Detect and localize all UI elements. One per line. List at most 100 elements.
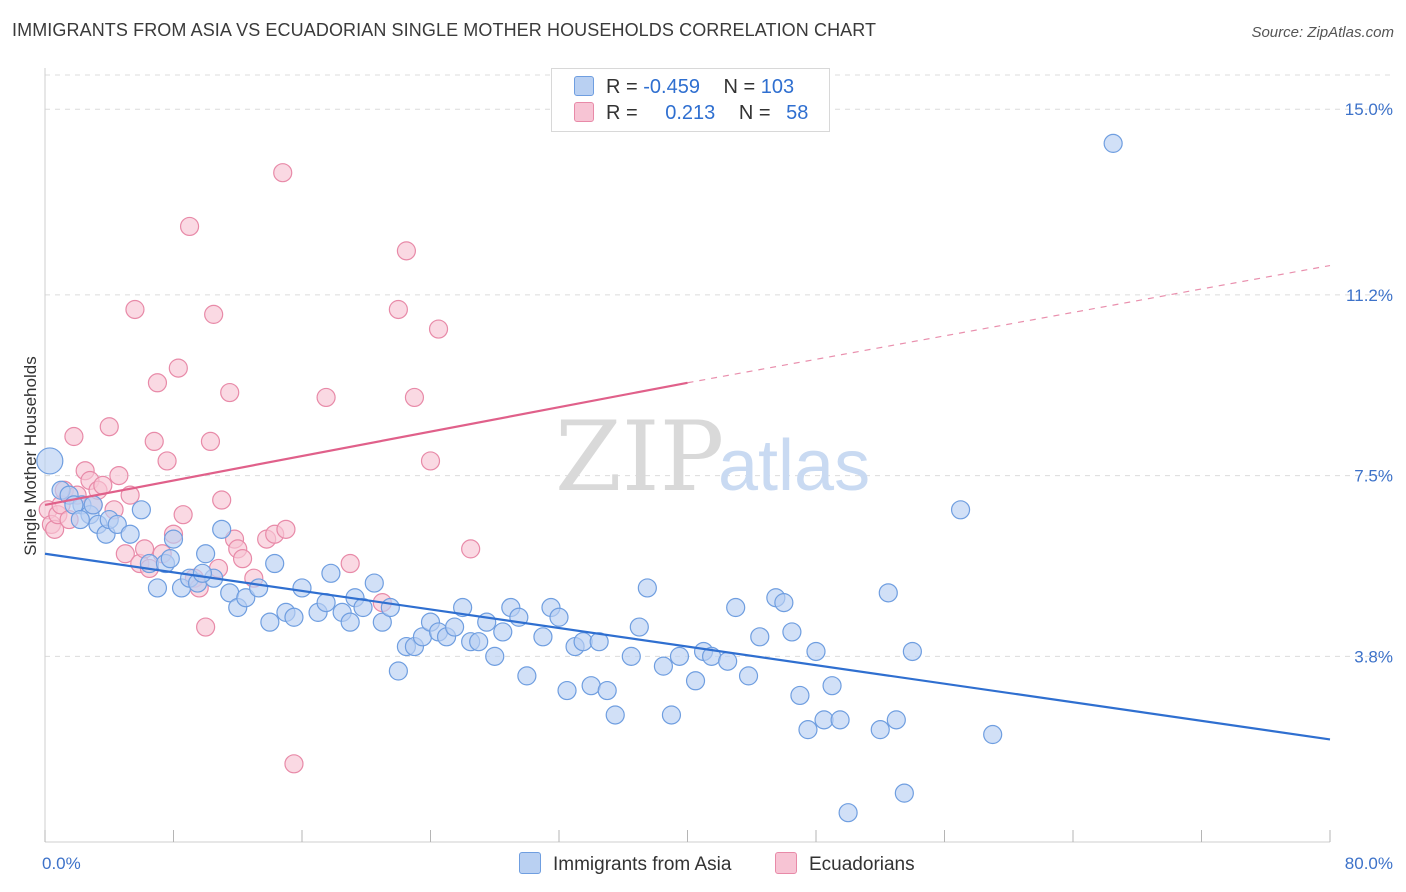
asia-point-57: [533, 627, 553, 647]
ecuadorians-point-55: [428, 319, 449, 339]
asia-point-100: [83, 495, 103, 515]
ecuadorians-point-54: [420, 451, 441, 471]
asia-point-32: [321, 563, 341, 583]
asia-point-68: [629, 617, 649, 637]
asia-point-65: [597, 680, 617, 701]
ecuadorians-point-56: [461, 539, 481, 559]
legend-n-value: 103: [760, 76, 795, 98]
legend-row-ecuadorians: R = 0.213 N = 58: [574, 102, 808, 126]
asia-point-40: [388, 661, 408, 681]
ecuadorians-point-41: [232, 549, 253, 569]
asia-point-48: [453, 597, 473, 618]
asia-point-14: [163, 529, 184, 549]
series-immigrants-from-asia: [36, 133, 1123, 823]
asia-point-23: [236, 588, 256, 608]
asia-point-29: [292, 578, 312, 598]
ecuadorians-point-37: [212, 490, 232, 510]
asia-point-79: [750, 627, 770, 647]
asia-point-10: [131, 500, 151, 520]
ecuadorians-point-48: [316, 387, 336, 408]
chart-title: IMMIGRANTS FROM ASIA VS ECUADORIAN SINGL…: [12, 20, 877, 40]
correlation-legend: R = -0.459 N = 103 R = 0.213 N = 58: [551, 68, 830, 132]
asia-point-38: [372, 612, 392, 632]
asia-point-60: [557, 680, 577, 701]
legend-n-label: N =: [738, 102, 771, 124]
trend-line-ecuadorians-extension: [687, 264, 1331, 384]
asia-point-73: [685, 671, 706, 691]
watermark-atlas: atlas: [718, 426, 870, 506]
ecuadorians-point-23: [144, 431, 164, 452]
asia-point-53: [493, 622, 513, 642]
asia-point-77: [726, 597, 746, 618]
ecuadorians-point-28: [168, 358, 188, 378]
legend-item-asia: Immigrants from Asia: [519, 852, 731, 876]
trend-line-ecuadorians: [44, 381, 688, 506]
asia-point-18: [196, 544, 216, 564]
asia-point-34: [340, 612, 360, 632]
source-credit: Source: ZipAtlas.com: [1251, 24, 1394, 41]
asia-point-84: [798, 720, 818, 740]
ecuadorians-point-19: [125, 299, 145, 320]
asia-point-97: [1103, 133, 1123, 153]
ecuadorians-point-49: [340, 553, 360, 574]
asia-point-90: [870, 720, 890, 740]
asia-point-69: [637, 578, 657, 598]
legend-r-value: 0.213: [665, 102, 716, 124]
ecuadorians-point-35: [204, 304, 224, 324]
y-tick-label-1: 7.5%: [1354, 467, 1393, 486]
legend-swatch-blue: [519, 852, 541, 874]
ecuadorians-point-53: [404, 387, 425, 408]
asia-point-102: [192, 563, 213, 583]
asia-point-82: [782, 622, 802, 642]
asia-point-36: [353, 597, 373, 618]
ecuadorians-point-45: [273, 163, 293, 183]
asia-point-92: [886, 710, 906, 730]
legend-r-label: R =: [606, 76, 638, 98]
asia-point-95: [950, 500, 971, 520]
legend-item-ecuadorians: Ecuadorians: [775, 852, 915, 876]
ecuadorians-point-30: [179, 216, 200, 237]
ecuadorians-point-24: [147, 373, 168, 393]
asia-point-85: [806, 641, 826, 662]
asia-point-88: [830, 710, 850, 730]
asia-point-56: [517, 666, 537, 686]
asia-point-86: [814, 710, 834, 730]
gridlines: [45, 74, 1395, 657]
tick-labels: 3.8% 7.5% 11.2% 15.0% 0.0% 80.0%: [42, 100, 1393, 873]
legend-swatch-blue: [574, 76, 594, 96]
legend-r-label: R =: [606, 102, 638, 124]
legend-n-value: 58: [786, 102, 809, 124]
ecuadorians-point-34: [200, 431, 221, 452]
asia-point-12: [147, 578, 168, 598]
legend-swatch-pink: [775, 852, 797, 874]
asia-point-83: [790, 685, 810, 706]
y-tick-label-3: 15.0%: [1345, 100, 1393, 119]
asia-point-76: [718, 651, 738, 671]
legend-label-asia: Immigrants from Asia: [553, 854, 732, 875]
ecuadorians-point-16: [109, 465, 129, 486]
asia-point-101: [160, 549, 180, 569]
asia-point-26: [265, 553, 285, 574]
x-tick-label-min: 0.0%: [42, 854, 81, 873]
legend-n-label: N =: [723, 76, 756, 98]
asia-point-96: [983, 724, 1003, 745]
asia-point-37: [364, 573, 384, 593]
watermark: ZIP atlas: [555, 401, 870, 513]
asia-point-70: [653, 656, 674, 676]
ecuadorians-point-46: [276, 519, 296, 539]
asia-point-81: [774, 593, 794, 613]
ecuadorians-point-29: [173, 505, 193, 525]
asia-point-39: [380, 597, 400, 618]
ecuadorians-point-47: [284, 754, 304, 774]
asia-point-99: [70, 509, 90, 530]
asia-point-64: [589, 632, 609, 652]
asia-point-94: [902, 641, 922, 662]
asia-point-59: [549, 607, 569, 627]
x-tick-label-max: 80.0%: [1345, 854, 1393, 873]
ecuadorians-point-51: [388, 299, 408, 320]
asia-point-24: [249, 578, 269, 598]
y-tick-label-0: 3.8%: [1354, 647, 1393, 666]
asia-point-72: [669, 646, 690, 666]
asia-point-93: [894, 783, 914, 803]
